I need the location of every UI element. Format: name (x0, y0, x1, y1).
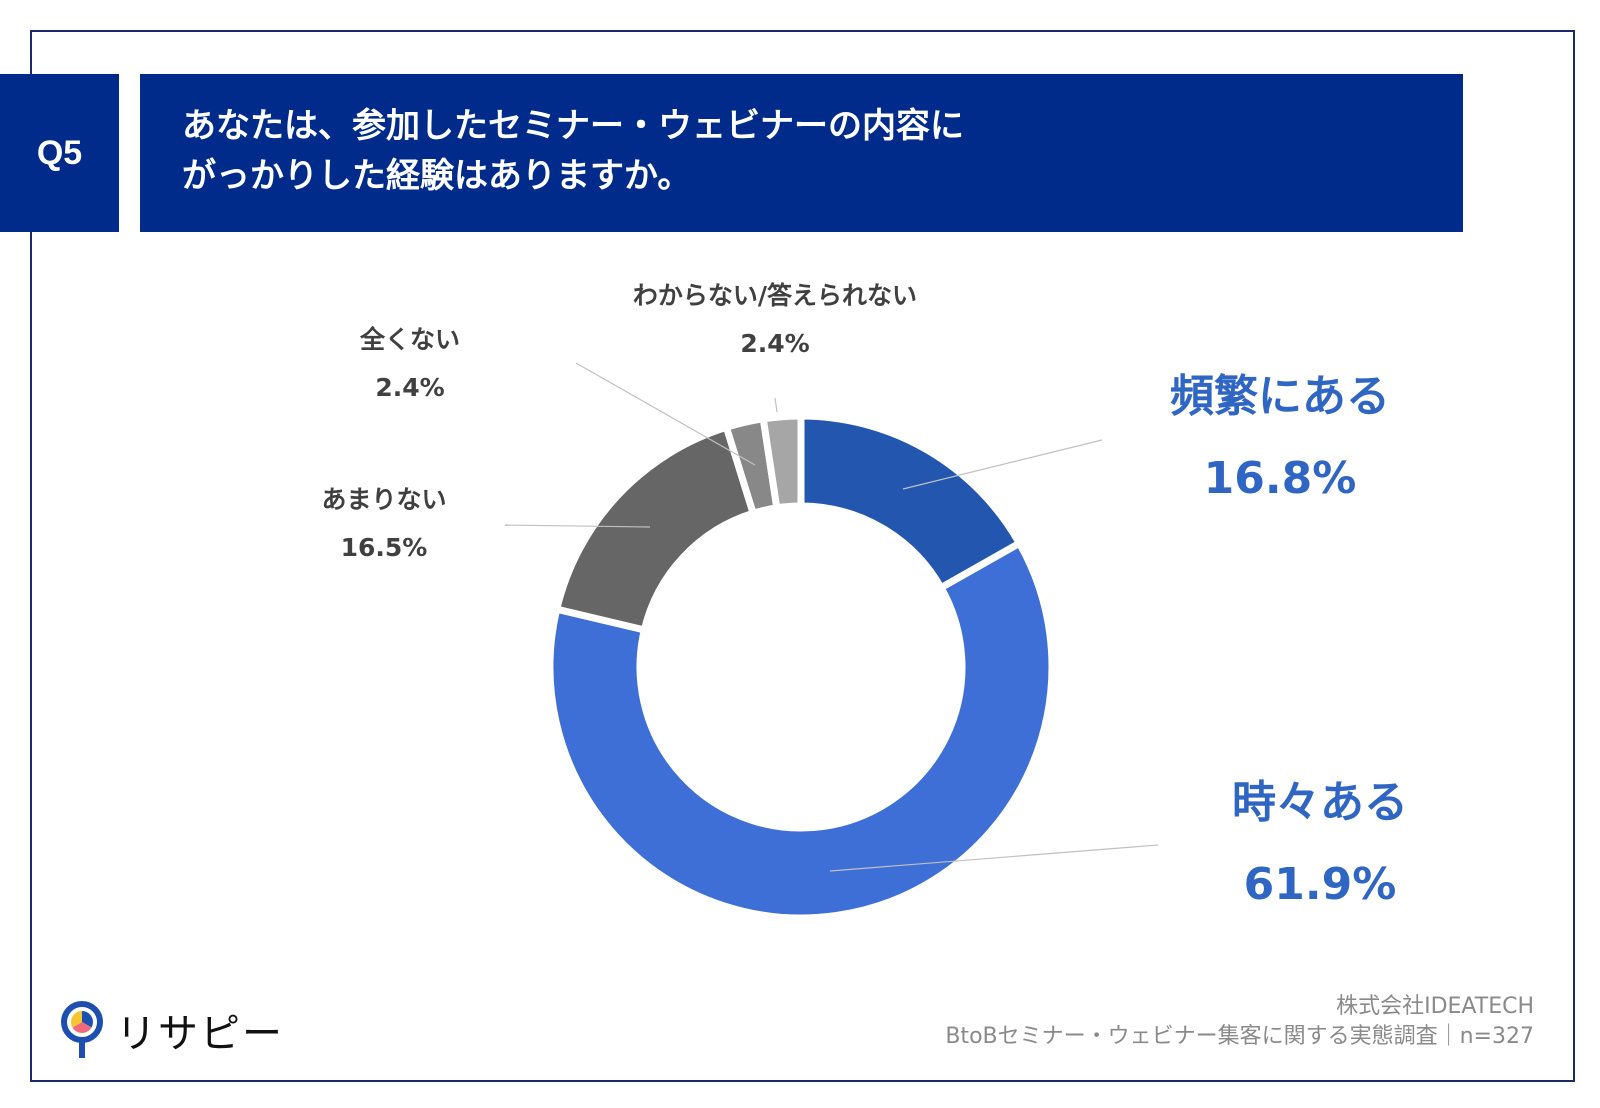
question-number: Q5 (0, 74, 119, 232)
leader-line-rarely (504, 524, 651, 528)
label-rarely: あまりない 16.5% (284, 476, 484, 572)
question-title: あなたは、参加したセミナー・ウェビナーの内容に がっかりした経験はありますか。 (140, 74, 1463, 232)
survey-name: BtoBセミナー・ウェビナー集客に関する実態調査｜n=327 (945, 1024, 1534, 1049)
donut-slice-rarely (552, 422, 758, 635)
label-sometimes: 時々ある 61.9% (1170, 762, 1470, 926)
value-label: 2.4% (375, 373, 445, 402)
company-name: 株式会社IDEATECH (1336, 994, 1534, 1019)
slide-frame (30, 30, 1575, 1082)
donut-slice-unknown (759, 412, 805, 512)
logo-pin-icon (61, 1001, 103, 1058)
value-label: 16.5% (340, 533, 428, 562)
logo-text: リサピー (116, 1011, 284, 1057)
title-line-2: がっかりした経験はありますか。 (182, 156, 692, 196)
value-label: 16.8% (1203, 453, 1357, 504)
leader-line-frequent (902, 439, 1103, 490)
category-label: わからない/答えられない (632, 281, 918, 310)
donut-slice-sometimes (546, 538, 1056, 922)
leader-line-sometimes (829, 844, 1159, 872)
label-never: 全くない 2.4% (310, 316, 510, 412)
label-frequent: 頻繁にある 16.8% (1130, 356, 1430, 520)
title-line-1: あなたは、参加したセミナー・ウェビナーの内容に (182, 106, 964, 146)
category-label: 時々ある (1232, 777, 1408, 828)
category-label: 頻繁にある (1170, 371, 1390, 422)
category-label: 全くない (359, 325, 460, 354)
leader-line-never (575, 362, 756, 466)
risapy-logo: リサピー (58, 1000, 284, 1060)
label-unknown: わからない/答えられない 2.4% (575, 272, 975, 368)
value-label: 61.9% (1243, 859, 1397, 910)
value-label: 2.4% (740, 329, 810, 358)
category-label: あまりない (321, 485, 447, 514)
leader-line-unknown (774, 397, 778, 413)
footer-credit: 株式会社IDEATECH BtoBセミナー・ウェビナー集客に関する実態調査｜n=… (945, 992, 1534, 1052)
